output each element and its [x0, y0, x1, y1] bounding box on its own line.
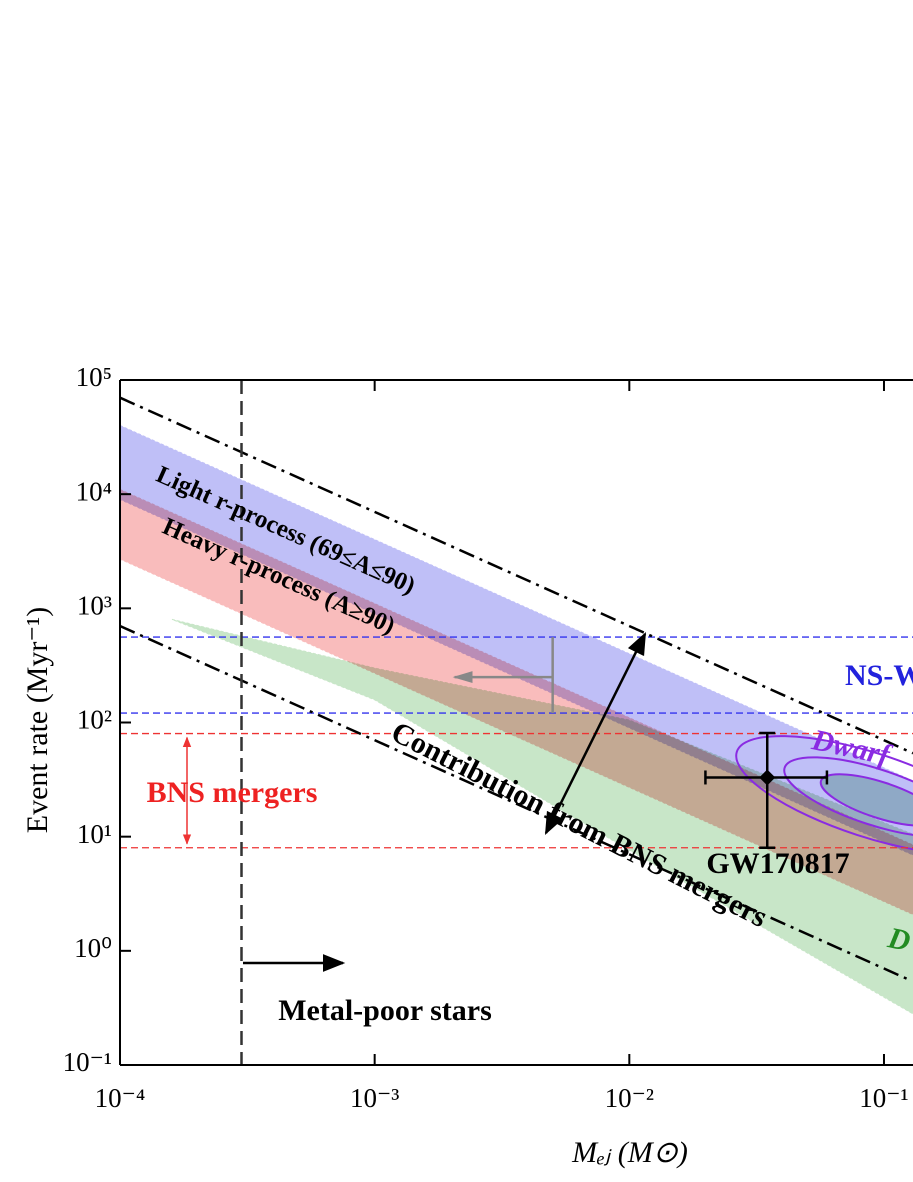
contour: [783, 756, 913, 838]
y-tick-label: 10⁴: [76, 476, 112, 506]
band: [120, 424, 913, 856]
overlay: [119, 380, 913, 1065]
x-tick-label: 10⁻⁴: [95, 1083, 146, 1113]
x-tick-label: 10⁻¹: [859, 1083, 908, 1113]
y-tick-label: 10⁵: [76, 362, 112, 392]
dashdot-line: [119, 396, 913, 755]
x-tick-label: 10⁻²: [605, 1083, 654, 1113]
y-tick-label: 10⁰: [74, 933, 112, 963]
y-tick-label: 10¹: [77, 819, 112, 849]
annotation: Metal-poor stars: [278, 994, 492, 1027]
band: [120, 488, 913, 916]
dashdot-line: [119, 624, 910, 981]
contour: [735, 735, 913, 855]
offset-arrow: [544, 631, 647, 836]
y-tick-label: 10³: [77, 591, 112, 621]
y-axis-label: Event rate (Myr⁻¹): [21, 607, 54, 833]
annotation: NS-W: [845, 659, 913, 692]
y-tick-label: 10²: [77, 705, 112, 735]
annotation: BNS mergers: [147, 776, 318, 809]
y-tick-label: 10⁻¹: [63, 1047, 112, 1077]
x-tick-label: 10⁻³: [350, 1083, 399, 1113]
bands: [120, 424, 913, 1015]
contour: [819, 773, 913, 827]
x-axis-label: Mₑⱼ (M⊙): [571, 1136, 688, 1169]
contours: [735, 735, 913, 855]
annotation: GW170817: [706, 847, 849, 880]
point: [759, 769, 776, 786]
